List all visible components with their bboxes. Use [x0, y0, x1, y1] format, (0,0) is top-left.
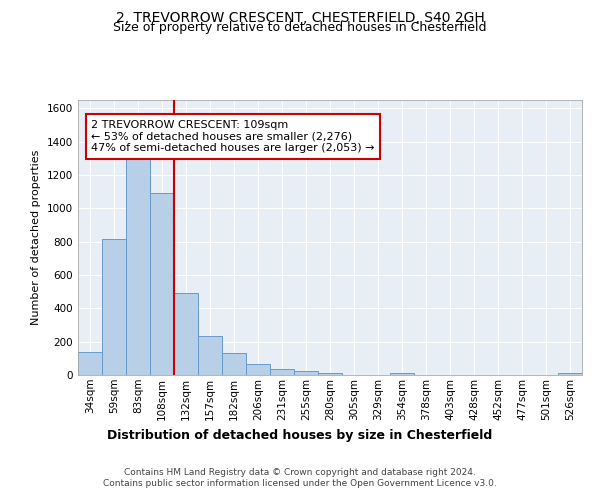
Text: 2 TREVORROW CRESCENT: 109sqm
← 53% of detached houses are smaller (2,276)
47% of: 2 TREVORROW CRESCENT: 109sqm ← 53% of de…: [91, 120, 374, 153]
Bar: [222, 354, 246, 375]
Text: 2, TREVORROW CRESCENT, CHESTERFIELD, S40 2GH: 2, TREVORROW CRESCENT, CHESTERFIELD, S40…: [116, 10, 484, 24]
Bar: [270, 368, 294, 375]
Bar: [102, 239, 126, 375]
Bar: [390, 372, 414, 375]
Bar: [198, 336, 222, 375]
Bar: [246, 364, 270, 375]
Bar: [126, 159, 150, 375]
Y-axis label: Number of detached properties: Number of detached properties: [31, 150, 41, 325]
Text: Size of property relative to detached houses in Chesterfield: Size of property relative to detached ho…: [113, 21, 487, 34]
Text: Contains HM Land Registry data © Crown copyright and database right 2024.
Contai: Contains HM Land Registry data © Crown c…: [103, 468, 497, 487]
Bar: [174, 292, 198, 375]
Bar: [294, 370, 318, 375]
Bar: [78, 352, 102, 375]
Bar: [318, 373, 342, 375]
Bar: [558, 373, 582, 375]
Bar: [150, 194, 174, 375]
Text: Distribution of detached houses by size in Chesterfield: Distribution of detached houses by size …: [107, 428, 493, 442]
